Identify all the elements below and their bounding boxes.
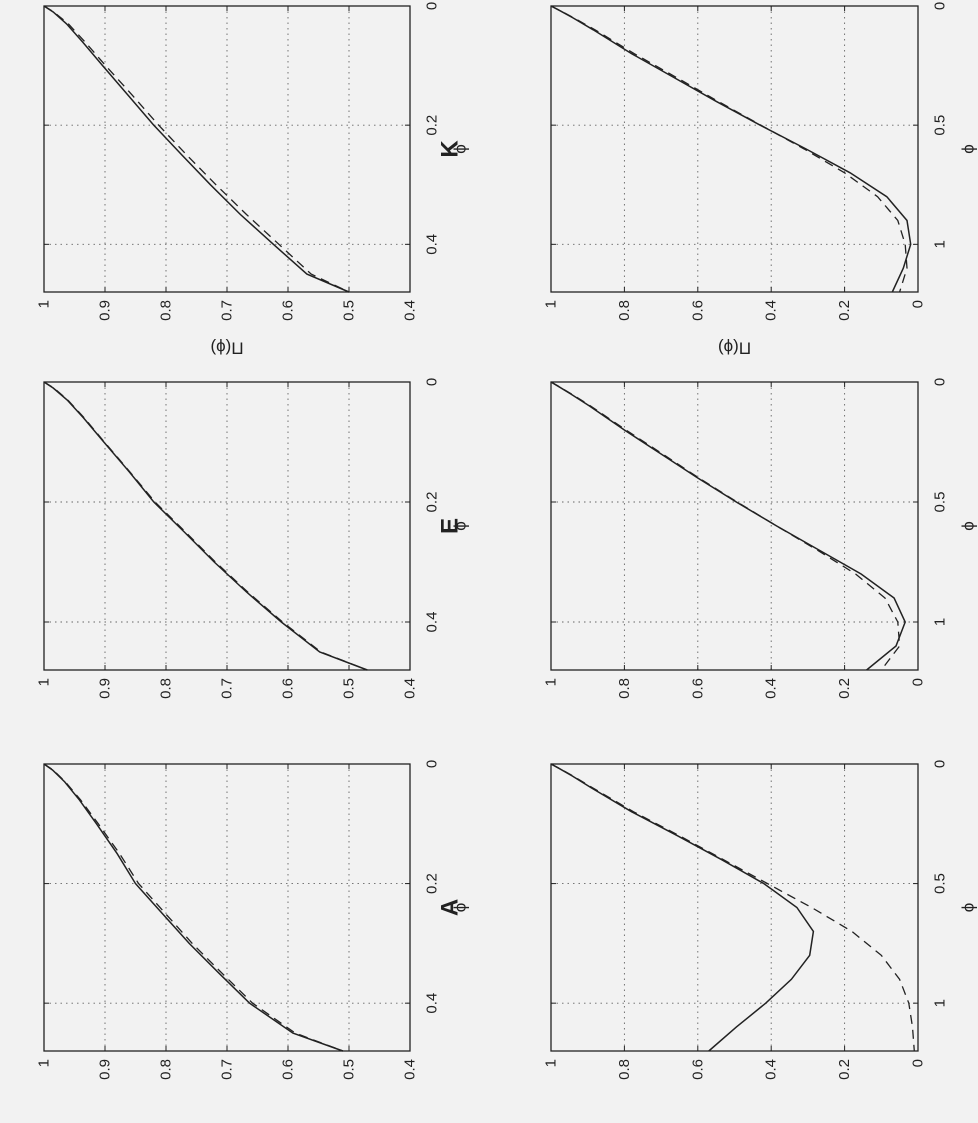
y-tick-label: 0.4 (402, 678, 419, 699)
x-tick-label: 0 (424, 2, 441, 10)
x-tick-label: 0 (932, 2, 949, 10)
x-tick-label: 0.5 (932, 873, 949, 894)
y-tick-label: 0.5 (341, 678, 358, 699)
y-tick-label: 0.2 (836, 678, 853, 699)
y-tick-label: 0 (910, 678, 927, 686)
y-tick-label: 0.6 (280, 300, 297, 321)
y-tick-label: 0.9 (97, 1059, 114, 1080)
y-tick-label: 0.7 (219, 678, 236, 699)
x-tick-label: 0.4 (424, 993, 441, 1014)
y-tick-label: 0.9 (97, 678, 114, 699)
solid-curve (43, 381, 368, 671)
panel-title: E (437, 518, 464, 534)
chart-panel-E-top: 0 0.2 0.4 0.4 0.5 0.6 0.7 0.8 0.9 1 ϕE (36, 378, 470, 699)
y-tick-label: 0.6 (280, 678, 297, 699)
solid-curve (43, 5, 350, 293)
panel-title: K (437, 140, 464, 158)
x-tick-label: 0 (424, 378, 441, 386)
y-tick-label: 0.6 (689, 300, 706, 321)
y-tick-label: 0 (910, 1059, 927, 1067)
y-tick-label: 1 (36, 1059, 53, 1067)
x-tick-label: 1 (932, 618, 949, 626)
y-tick-label: 0.4 (763, 1059, 780, 1080)
dashed-curve (43, 763, 344, 1052)
solid-curve (43, 763, 344, 1052)
x-tick-label: 0.5 (932, 115, 949, 136)
y-tick-label: 0.6 (689, 678, 706, 699)
x-tick-label: 0.2 (424, 873, 441, 894)
y-tick-label: 0.8 (158, 1059, 175, 1080)
dashed-curve (550, 381, 901, 671)
x-axis-label: ϕ (451, 521, 470, 531)
y-tick-label: 0.4 (763, 678, 780, 699)
y-tick-label: 0.8 (616, 678, 633, 699)
y-tick-label: 1 (543, 678, 560, 686)
y-tick-label: 0.7 (219, 1059, 236, 1080)
panel-title: A (437, 899, 464, 916)
chart-panel-E-bottom: 0 0.5 1 0 0.2 0.4 0.6 0.8 1 ϕ (543, 378, 978, 699)
y-tick-label: 0.6 (689, 1059, 706, 1080)
y-tick-label: 0.4 (402, 300, 419, 321)
y-tick-label: 0 (910, 300, 927, 308)
dashed-curve (550, 5, 908, 293)
x-axis-label: ϕ (959, 144, 978, 154)
chart-panel-K-top: 0 0.2 0.4 0.4 0.5 0.6 0.7 0.8 0.9 1 ϕ Π(ϕ) K (36, 2, 470, 358)
y-tick-label: 0.5 (341, 1059, 358, 1080)
y-tick-label: 1 (543, 1059, 560, 1067)
y-tick-label: 0.8 (616, 300, 633, 321)
chart-panel-A-top: 0 0.2 0.4 0.4 0.5 0.6 0.7 0.8 0.9 1 ϕA (36, 760, 470, 1080)
x-tick-label: 0 (932, 760, 949, 768)
x-tick-label: 0 (932, 378, 949, 386)
y-tick-label: 0.2 (836, 1059, 853, 1080)
y-tick-label: 1 (36, 300, 53, 308)
x-axis-label: ϕ (451, 144, 470, 154)
x-tick-label: 1 (932, 999, 949, 1007)
dashed-curve (43, 5, 350, 293)
panels: 00.20.40.40.50.60.70.80.91ϕΠ(ϕ)K00.20.40… (36, 2, 978, 1080)
y-tick-label: 0.8 (616, 1059, 633, 1080)
y-tick-label: 0.8 (158, 678, 175, 699)
dashed-curve (550, 763, 915, 1052)
y-tick-label: 0.4 (763, 300, 780, 321)
x-tick-label: 0.4 (424, 234, 441, 255)
x-tick-label: 0.2 (424, 492, 441, 513)
x-tick-label: 0.5 (932, 492, 949, 513)
x-tick-label: 1 (932, 240, 949, 248)
y-tick-label: 0.9 (97, 300, 114, 321)
y-tick-label: 0.4 (402, 1059, 419, 1080)
plot-frame (550, 763, 919, 1052)
chart-panel-A-bottom: 0 0.5 1 0 0.2 0.4 0.6 0.8 1 ϕ (543, 760, 978, 1080)
y-tick-label: 0.7 (219, 300, 236, 321)
y-tick-label: 1 (36, 678, 53, 686)
x-tick-label: 0.2 (424, 115, 441, 136)
x-tick-label: 0.4 (424, 612, 441, 633)
y-axis-label: Π(ϕ) (210, 339, 243, 358)
y-tick-label: 1 (543, 300, 560, 308)
y-tick-label: 0.5 (341, 300, 358, 321)
plot-frame (550, 381, 919, 671)
plot-frame (550, 5, 919, 293)
y-tick-label: 0.2 (836, 300, 853, 321)
x-axis-label: ϕ (959, 521, 978, 531)
x-axis-label: ϕ (451, 903, 470, 913)
x-axis-label: ϕ (959, 903, 978, 913)
x-tick-label: 0 (424, 760, 441, 768)
y-axis-label: Π(ϕ) (718, 339, 751, 358)
y-tick-label: 0.8 (158, 300, 175, 321)
chart-panel-K-bottom: 0 0.5 1 0 0.2 0.4 0.6 0.8 1 ϕ Π(ϕ) (543, 2, 978, 358)
y-tick-label: 0.6 (280, 1059, 297, 1080)
